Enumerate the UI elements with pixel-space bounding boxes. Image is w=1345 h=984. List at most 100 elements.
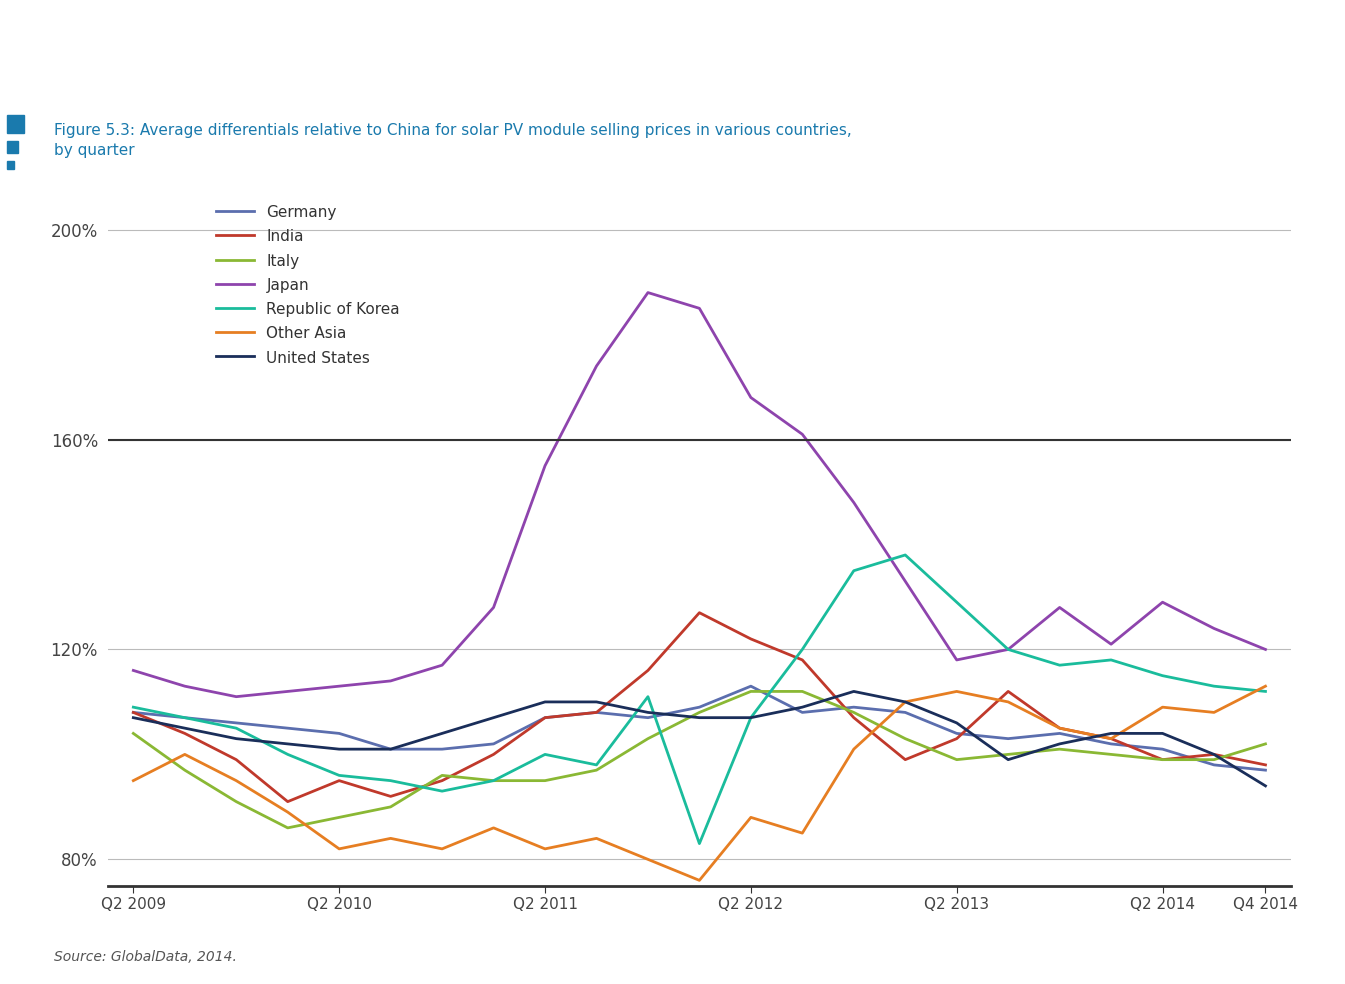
Italy xyxy=(537,774,553,786)
Italy xyxy=(280,822,296,833)
Japan xyxy=(742,392,759,403)
Germany xyxy=(382,743,398,755)
India xyxy=(1103,733,1119,745)
Line: India: India xyxy=(133,613,1266,802)
Line: Republic of Korea: Republic of Korea xyxy=(133,555,1266,843)
Japan xyxy=(229,691,245,703)
Italy xyxy=(1258,738,1274,750)
Germany xyxy=(1154,743,1170,755)
Italy xyxy=(1154,754,1170,766)
United States xyxy=(434,727,451,739)
Other Asia xyxy=(897,696,913,707)
United States xyxy=(1001,754,1017,766)
Japan xyxy=(795,428,811,440)
Germany xyxy=(897,707,913,718)
Japan xyxy=(1103,639,1119,650)
Italy xyxy=(691,707,707,718)
Japan xyxy=(1258,644,1274,655)
Italy xyxy=(795,686,811,698)
Text: RENEWABLE POWER GENERATION COSTS IN 2014: RENEWABLE POWER GENERATION COSTS IN 2014 xyxy=(94,30,633,49)
United States xyxy=(588,696,604,707)
Other Asia xyxy=(229,774,245,786)
Italy xyxy=(1206,754,1223,766)
United States xyxy=(1052,738,1068,750)
Italy xyxy=(846,707,862,718)
Italy xyxy=(897,733,913,745)
Republic of Korea xyxy=(229,722,245,734)
Japan xyxy=(948,654,964,666)
Japan xyxy=(640,286,656,298)
Japan xyxy=(846,497,862,509)
United States xyxy=(742,711,759,723)
Other Asia xyxy=(588,832,604,844)
United States xyxy=(537,696,553,707)
India xyxy=(229,754,245,766)
United States xyxy=(229,733,245,745)
Republic of Korea xyxy=(382,774,398,786)
Italy xyxy=(125,727,141,739)
Japan xyxy=(691,302,707,314)
United States xyxy=(897,696,913,707)
Italy xyxy=(742,686,759,698)
Other Asia xyxy=(1206,707,1223,718)
Republic of Korea xyxy=(846,565,862,577)
Italy xyxy=(229,796,245,808)
Germany xyxy=(1052,727,1068,739)
Germany xyxy=(846,702,862,713)
Republic of Korea xyxy=(1258,686,1274,698)
Line: Italy: Italy xyxy=(133,692,1266,828)
Line: Japan: Japan xyxy=(133,292,1266,697)
Other Asia xyxy=(1103,733,1119,745)
Republic of Korea xyxy=(434,785,451,797)
Italy xyxy=(1103,749,1119,761)
Other Asia xyxy=(795,828,811,839)
Japan xyxy=(125,664,141,676)
Germany xyxy=(229,717,245,729)
Japan xyxy=(1206,623,1223,635)
United States xyxy=(846,686,862,698)
Text: by quarter: by quarter xyxy=(54,143,134,157)
Line: Germany: Germany xyxy=(133,686,1266,770)
Italy xyxy=(1052,743,1068,755)
United States xyxy=(382,743,398,755)
India xyxy=(280,796,296,808)
India xyxy=(588,707,604,718)
Other Asia xyxy=(125,774,141,786)
Japan xyxy=(897,576,913,587)
India xyxy=(691,607,707,619)
Italy xyxy=(176,765,192,776)
Republic of Korea xyxy=(948,596,964,608)
India xyxy=(948,733,964,745)
United States xyxy=(1258,780,1274,792)
Text: Figure 5.3: Average differentials relative to China for solar PV module selling : Figure 5.3: Average differentials relati… xyxy=(54,123,851,138)
Japan xyxy=(486,601,502,613)
India xyxy=(125,707,141,718)
United States xyxy=(1154,727,1170,739)
Japan xyxy=(280,686,296,698)
Germany xyxy=(537,711,553,723)
Germany xyxy=(486,738,502,750)
Italy xyxy=(434,769,451,781)
Republic of Korea xyxy=(1154,670,1170,682)
Republic of Korea xyxy=(1206,680,1223,692)
Republic of Korea xyxy=(795,644,811,655)
Republic of Korea xyxy=(280,749,296,761)
Other Asia xyxy=(742,812,759,824)
India xyxy=(897,754,913,766)
Japan xyxy=(588,360,604,372)
India xyxy=(1154,754,1170,766)
Other Asia xyxy=(280,806,296,818)
United States xyxy=(948,717,964,729)
Other Asia xyxy=(331,843,347,855)
Other Asia xyxy=(691,875,707,887)
Text: IRENA: IRENA xyxy=(1228,30,1305,49)
Germany xyxy=(948,727,964,739)
Other Asia xyxy=(846,743,862,755)
Republic of Korea xyxy=(588,759,604,770)
India xyxy=(1001,686,1017,698)
India xyxy=(1258,759,1274,770)
United States xyxy=(795,702,811,713)
Italy xyxy=(486,774,502,786)
Germany xyxy=(280,722,296,734)
India xyxy=(846,711,862,723)
